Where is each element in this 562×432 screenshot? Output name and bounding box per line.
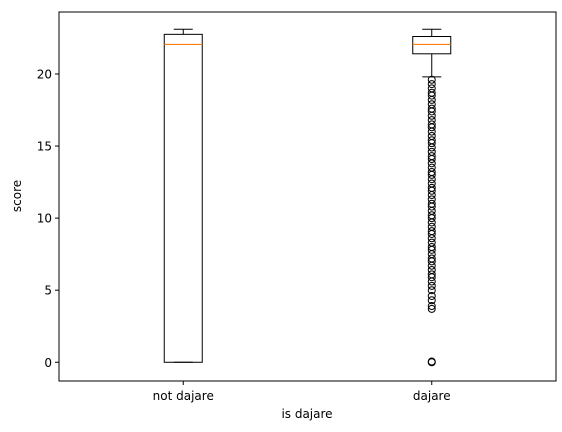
outlier-point: [427, 222, 436, 231]
outlier-point: [427, 136, 436, 145]
outlier-point: [427, 120, 436, 129]
outlier-point: [427, 163, 436, 172]
outlier-point: [427, 183, 436, 192]
x-axis-label: is dajare: [281, 407, 332, 421]
outlier-point: [427, 195, 436, 204]
x-axis: not dajare dajare: [153, 381, 451, 403]
y-tick-label: 20: [37, 67, 52, 81]
y-axis: 0 5 10 15 20: [37, 67, 59, 370]
outlier-point: [427, 88, 436, 97]
outlier-point: [427, 238, 436, 247]
outlier-point: [427, 147, 436, 156]
y-axis-label: score: [10, 180, 24, 212]
box-iqr: [412, 36, 452, 55]
y-tick-label: 0: [44, 356, 52, 370]
plot-layer: [163, 28, 452, 367]
outlier-point: [427, 131, 436, 140]
outlier-point: [427, 227, 436, 236]
outlier-point: [427, 242, 436, 251]
outlier-point: [427, 104, 436, 113]
outlier-point: [427, 291, 436, 300]
outlier-point: [427, 302, 436, 311]
outlier-point: [427, 167, 436, 176]
axes-frame: [58, 11, 557, 382]
x-tick-label: not dajare: [153, 389, 214, 403]
outlier-point: [427, 75, 436, 84]
box-iqr: [163, 33, 203, 363]
outlier-point: [427, 296, 436, 305]
y-tick-label: 15: [37, 140, 52, 154]
outlier-point: [427, 80, 436, 89]
y-tick-label: 10: [37, 212, 52, 226]
outlier-point: [427, 357, 436, 366]
outlier-point: [427, 100, 436, 109]
box-dajare: [412, 28, 452, 367]
outlier-point: [427, 211, 436, 220]
outlier-point: [427, 179, 436, 188]
outlier-point: [427, 116, 436, 125]
outlier-point: [427, 199, 436, 208]
outlier-point: [427, 270, 436, 279]
x-tick-label: dajare: [413, 389, 451, 403]
box-not-dajare: [163, 28, 203, 363]
outlier-point: [427, 152, 436, 161]
outlier-point: [427, 84, 436, 93]
outlier-point: [427, 254, 436, 263]
outlier-point: [427, 281, 436, 290]
y-tick-label: 5: [44, 284, 52, 298]
outlier-point: [427, 286, 436, 295]
outlier-point: [427, 266, 436, 275]
outlier-point: [427, 304, 436, 313]
